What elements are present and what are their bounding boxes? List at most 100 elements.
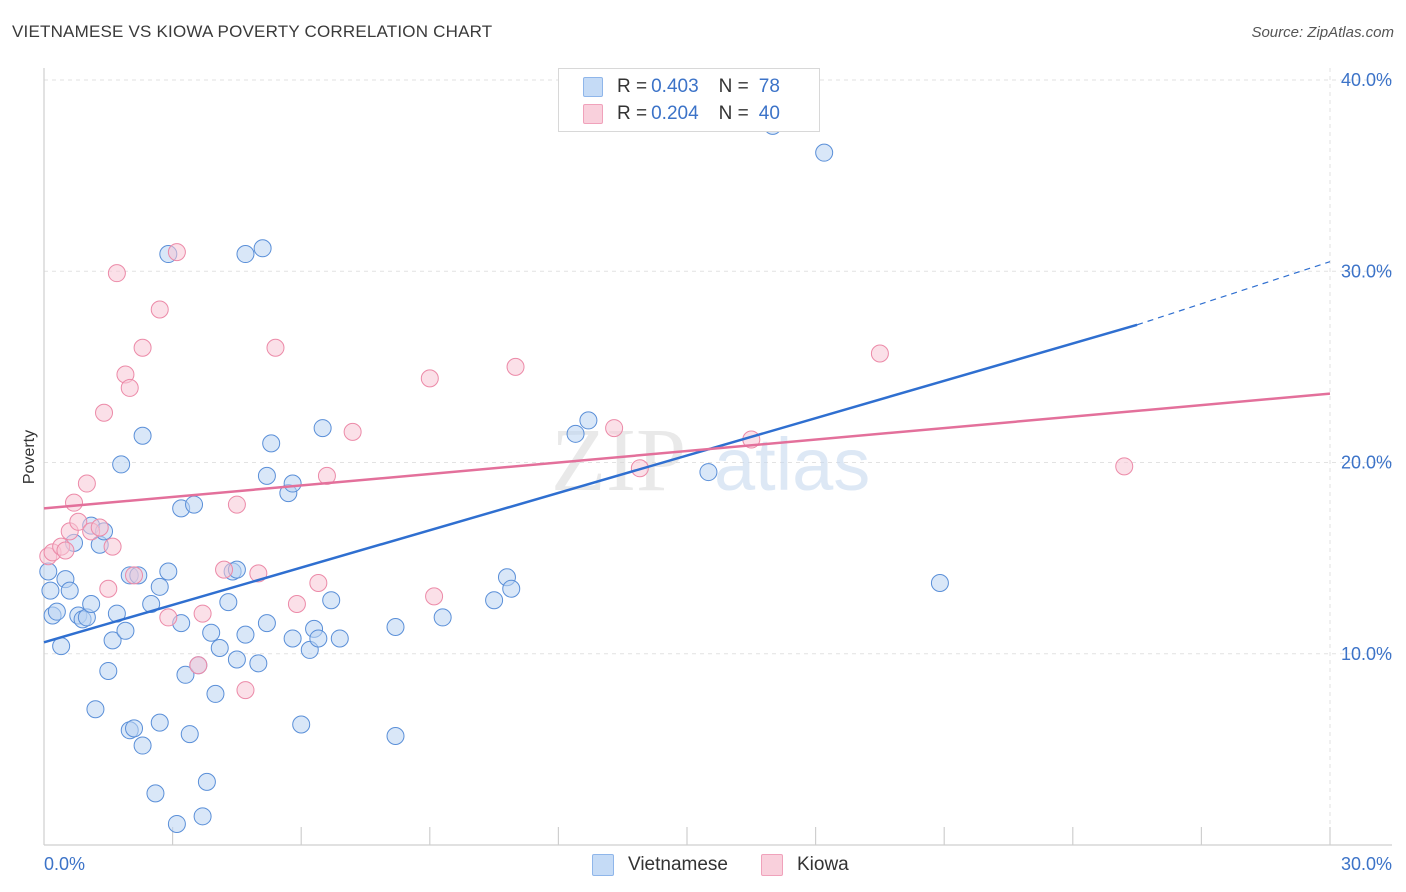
kiowa-point — [77, 474, 96, 493]
vietnamese-point — [566, 424, 585, 443]
kiowa-point — [159, 608, 178, 627]
legend-n-label: N = — [718, 76, 749, 97]
vietnamese-point — [60, 581, 79, 600]
vietnamese-point — [210, 639, 229, 658]
vietnamese-point — [99, 661, 118, 680]
chart-title: VIETNAMESE VS KIOWA POVERTY CORRELATION … — [12, 22, 493, 41]
legend-n-value: 78 — [758, 76, 780, 97]
vietnamese-point — [292, 715, 311, 734]
kiowa-point — [107, 264, 126, 283]
kiowa-point — [69, 512, 88, 531]
vietnamese-point — [112, 455, 131, 474]
kiowa-point — [236, 681, 255, 700]
vietnamese-point — [47, 602, 66, 621]
legend-n-label: N = — [718, 103, 749, 124]
bottom-legend-label: Kiowa — [797, 854, 849, 875]
vietnamese-point — [283, 629, 302, 648]
kiowa-point — [425, 587, 444, 606]
vietnamese-point — [125, 719, 144, 738]
kiowa-point — [506, 357, 525, 376]
vietnamese-point — [699, 463, 718, 482]
vietnamese-point — [82, 595, 101, 614]
vietnamese-point — [313, 419, 332, 438]
legend-swatch-vietnamese — [583, 77, 603, 97]
vietnamese-point — [257, 466, 276, 485]
legend-r-value: 0.204 — [651, 103, 699, 124]
grid-lines — [44, 68, 1392, 845]
kiowa-point — [420, 369, 439, 388]
kiowa-point — [65, 493, 84, 512]
kiowa-point — [1115, 457, 1134, 476]
legend-row-kiowa: R = 0.204 N = 40 — [583, 101, 780, 127]
kiowa-point — [120, 378, 139, 397]
kiowa-point — [99, 579, 118, 598]
vietnamese-point — [502, 579, 521, 598]
bottom-legend-kiowa: Kiowa — [761, 852, 849, 878]
kiowa-point — [287, 595, 306, 614]
vietnamese-point — [579, 411, 598, 430]
kiowa-point — [605, 419, 624, 438]
legend-r-label: R = — [617, 76, 648, 97]
vietnamese-point — [485, 591, 504, 610]
kiowa-point — [343, 422, 362, 441]
vietnamese-point — [283, 474, 302, 493]
vietnamese-point — [180, 725, 199, 744]
bottom-legend-swatch-kiowa — [761, 854, 783, 876]
vietnamese-point — [236, 245, 255, 264]
vietnamese-point — [185, 495, 204, 514]
vietnamese-point — [262, 434, 281, 453]
kiowa-point — [103, 537, 122, 556]
watermark-atlas: atlas — [714, 423, 870, 506]
vietnamese-trend-line — [43, 323, 1138, 644]
vietnamese-point — [150, 577, 169, 596]
bottom-legend-vietnamese: Vietnamese — [592, 852, 728, 878]
vietnamese-point — [146, 784, 165, 803]
vietnamese-point — [815, 143, 834, 162]
legend-row-vietnamese: R = 0.403 N = 78 — [583, 74, 780, 100]
kiowa-point — [309, 573, 328, 592]
source-credit: Source: ZipAtlas.com — [1251, 24, 1394, 41]
vietnamese-point — [133, 736, 152, 755]
kiowa-point — [870, 344, 889, 363]
kiowa-point — [133, 338, 152, 357]
vietnamese-point — [249, 654, 268, 673]
vietnamese-point — [227, 650, 246, 669]
vietnamese-point — [202, 623, 221, 642]
trend-lines — [43, 261, 1331, 644]
kiowa-point — [215, 560, 234, 579]
tick-labels: 10.0% 20.0% 30.0% 40.0% 0.0% 30.0% — [44, 70, 1392, 874]
vietnamese-point — [86, 700, 105, 719]
vietnamese-point — [167, 814, 186, 833]
vietnamese-point — [253, 239, 272, 258]
vietnamese-point — [193, 807, 212, 826]
vietnamese-point — [39, 562, 58, 581]
legend-r-label: R = — [617, 103, 648, 124]
kiowa-point — [167, 243, 186, 262]
vietnamese-point — [142, 595, 161, 614]
vietnamese-point — [116, 621, 135, 640]
kiowa-point — [266, 338, 285, 357]
vietnamese-point — [41, 581, 60, 600]
kiowa-point — [193, 604, 212, 623]
vietnamese-point — [197, 772, 216, 791]
y-tick-label: 20.0% — [1341, 453, 1392, 473]
y-tick-label: 30.0% — [1341, 261, 1392, 281]
vietnamese-point — [257, 614, 276, 633]
correlation-legend: R = 0.403 N = 78 R = 0.204 N = 40 — [558, 68, 820, 132]
vietnamese-point — [386, 726, 405, 745]
y-tick-label: 10.0% — [1341, 644, 1392, 664]
vietnamese-point — [386, 617, 405, 636]
y-axis-label: Poverty — [21, 430, 38, 484]
kiowa-trend-line — [43, 392, 1331, 510]
vietnamese-point — [150, 713, 169, 732]
y-tick-label: 40.0% — [1341, 70, 1392, 90]
vietnamese-point — [236, 625, 255, 644]
kiowa-point — [90, 518, 109, 537]
kiowa-point — [95, 403, 114, 422]
vietnamese-trend-extension — [1136, 261, 1331, 326]
vietnamese-point — [330, 629, 349, 648]
kiowa-point — [189, 656, 208, 675]
vietnamese-point — [433, 608, 452, 627]
kiowa-point — [125, 566, 144, 585]
